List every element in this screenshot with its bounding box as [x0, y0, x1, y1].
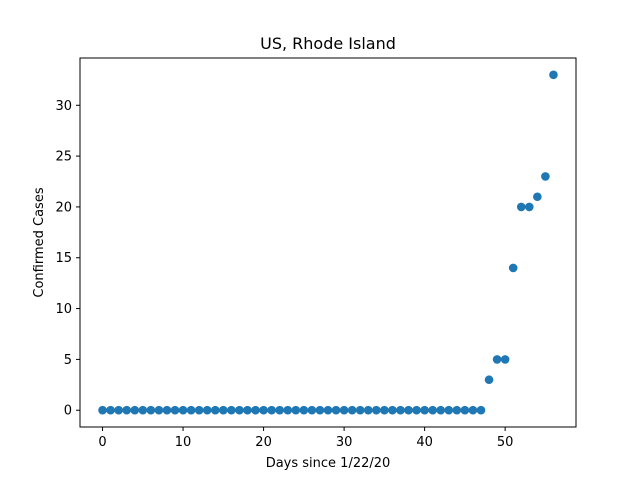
data-point	[380, 405, 389, 415]
y-tick-label: 20	[55, 200, 72, 215]
data-point	[178, 405, 188, 415]
data-point	[500, 355, 510, 364]
y-tick-label: 30	[55, 99, 72, 114]
y-axis-label: Confirmed Cases	[32, 187, 47, 297]
x-tick-label: 30	[336, 435, 353, 450]
x-tick-label: 0	[98, 435, 106, 450]
data-points	[98, 70, 558, 415]
data-point	[516, 202, 526, 212]
x-tick-label: 10	[175, 435, 192, 450]
data-point	[388, 405, 397, 415]
data-point	[243, 405, 252, 415]
data-point	[428, 405, 437, 415]
x-tick-label: 40	[416, 435, 433, 450]
x-axis-ticks: 0 10 20 30 40 50	[98, 427, 513, 450]
data-point	[347, 405, 357, 415]
data-point	[323, 405, 333, 415]
data-point	[452, 405, 462, 415]
data-point	[275, 405, 284, 415]
data-point	[210, 405, 220, 415]
y-tick-label: 10	[55, 302, 72, 317]
y-axis-ticks: 0 5 10 15 20 25 30	[55, 99, 80, 419]
data-point	[476, 405, 486, 415]
data-point	[524, 202, 534, 212]
data-point	[363, 405, 373, 415]
data-point	[235, 405, 244, 415]
y-tick-label: 15	[55, 251, 72, 266]
data-point	[267, 405, 276, 415]
data-point	[331, 405, 341, 415]
data-point	[202, 405, 212, 415]
y-tick-label: 5	[64, 353, 72, 368]
data-point	[436, 405, 446, 415]
plot-area-frame	[79, 57, 577, 428]
y-tick-label: 25	[55, 150, 72, 165]
data-point	[533, 192, 542, 202]
data-point	[186, 405, 196, 415]
data-point	[541, 172, 550, 181]
data-point	[114, 405, 123, 415]
data-point	[259, 405, 268, 415]
data-point	[315, 405, 325, 415]
x-tick-label: 20	[255, 435, 272, 450]
chart-title: US, Rhode Island	[260, 34, 396, 53]
data-point	[468, 405, 478, 415]
data-point	[508, 263, 518, 273]
data-point	[460, 405, 470, 415]
data-point	[307, 405, 317, 415]
data-point	[138, 405, 148, 415]
data-point	[162, 405, 172, 415]
x-axis-label: Days since 1/22/20	[266, 456, 391, 471]
y-tick-label: 0	[64, 404, 72, 419]
data-point	[396, 405, 405, 415]
data-point	[219, 405, 228, 415]
data-point	[291, 405, 301, 415]
data-point	[372, 405, 381, 415]
data-point	[146, 405, 156, 415]
data-point	[444, 405, 454, 415]
data-point	[492, 355, 502, 364]
data-point	[355, 405, 365, 415]
data-point	[299, 405, 309, 415]
data-point	[283, 405, 293, 415]
data-point	[106, 405, 115, 415]
data-point	[122, 405, 132, 415]
data-point	[130, 405, 140, 415]
data-point	[98, 405, 107, 415]
data-point	[404, 405, 413, 415]
data-point	[412, 405, 421, 415]
data-point	[154, 405, 164, 415]
data-point	[339, 405, 349, 415]
data-point	[227, 405, 236, 415]
data-point	[170, 405, 180, 415]
data-point	[549, 70, 558, 80]
x-tick-label: 50	[497, 435, 514, 450]
data-point	[194, 405, 204, 415]
data-point	[420, 405, 429, 415]
data-point	[484, 375, 494, 385]
data-point	[251, 405, 260, 415]
